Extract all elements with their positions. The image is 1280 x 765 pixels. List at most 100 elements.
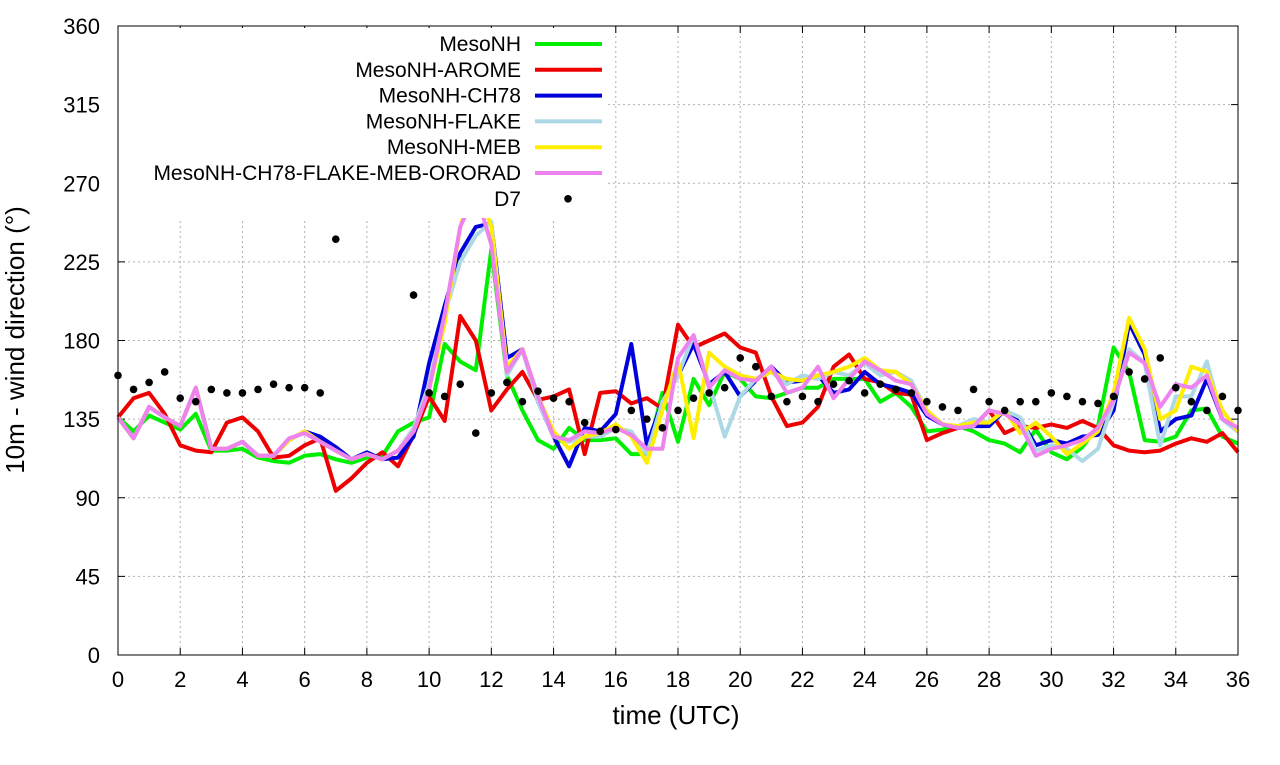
data-point-d7 — [207, 385, 216, 394]
y-tick-label: 315 — [63, 93, 100, 118]
y-tick-label: 360 — [63, 14, 100, 39]
data-point-d7 — [1109, 392, 1118, 401]
data-point-d7 — [985, 397, 993, 406]
data-point-d7 — [1031, 397, 1040, 406]
data-point-d7 — [658, 424, 667, 432]
data-point-d7 — [814, 397, 822, 406]
data-point-d7 — [627, 406, 636, 415]
legend-label-mesonh: MesoNH — [439, 33, 521, 56]
data-point-d7 — [471, 429, 480, 437]
legend-label-mesonh-flake: MesoNH-FLAKE — [366, 110, 521, 133]
data-point-d7 — [176, 394, 185, 402]
legend-label-mesonh-meb: MesoNH-MEB — [387, 136, 521, 159]
x-tick-label: 28 — [977, 667, 1001, 692]
data-point-d7 — [643, 415, 651, 423]
x-tick-label: 16 — [604, 667, 628, 692]
data-point-d7 — [891, 385, 900, 394]
data-point-d7 — [1000, 406, 1009, 415]
data-point-d7 — [736, 354, 745, 362]
data-point-d7 — [845, 376, 853, 385]
data-point-d7 — [751, 362, 760, 371]
data-point-d7 — [1125, 368, 1133, 376]
data-point-d7 — [876, 380, 885, 388]
x-tick-label: 4 — [236, 667, 248, 692]
data-point-d7 — [487, 389, 496, 397]
data-point-d7 — [1171, 383, 1180, 392]
data-point-d7 — [409, 291, 418, 299]
x-axis-title: time (UTC) — [612, 700, 739, 730]
data-point-d7 — [223, 389, 231, 397]
x-tick-label: 20 — [728, 667, 752, 692]
legend-label-mesonh-arome: MesoNH-AROME — [355, 59, 521, 82]
data-point-d7 — [829, 380, 838, 388]
data-point-d7 — [1063, 392, 1071, 401]
data-point-d7 — [1203, 406, 1211, 415]
data-point-d7 — [611, 425, 620, 434]
x-tick-label: 10 — [417, 667, 441, 692]
x-tick-label: 12 — [479, 667, 503, 692]
data-point-d7 — [720, 383, 729, 392]
x-tick-label: 22 — [790, 667, 814, 692]
x-tick-label: 8 — [361, 667, 373, 692]
series-lines — [116, 177, 1240, 493]
y-tick-label: 90 — [76, 486, 100, 511]
data-point-d7 — [503, 378, 511, 387]
x-tick-label: 18 — [666, 667, 690, 692]
legend-label-mesonh-ch78: MesoNH-CH78 — [379, 85, 521, 108]
x-tick-label: 26 — [915, 667, 939, 692]
data-point-d7 — [674, 406, 682, 415]
data-point-d7 — [1156, 354, 1165, 362]
series-line-mesonh-ch78 — [116, 221, 1240, 469]
data-point-d7 — [767, 392, 776, 401]
data-point-d7 — [1140, 375, 1149, 383]
data-point-d7 — [549, 394, 558, 402]
data-point-d7 — [456, 380, 465, 388]
y-tick-label: 45 — [76, 564, 100, 589]
data-point-d7 — [705, 389, 713, 397]
axis-ticks: 0 2 4 6 8 10 12 14 16 18 20 22 24 26 28 30 32 34 360459013… — [63, 14, 1250, 692]
data-point-d7 — [689, 394, 698, 402]
data-point-d7 — [1094, 399, 1102, 408]
data-point-d7 — [1016, 397, 1025, 406]
y-tick-label: 0 — [88, 643, 100, 668]
data-point-d7 — [254, 385, 262, 394]
data-point-d7 — [938, 403, 947, 411]
legend: MesoNH MesoNH-AROME MesoNH-CH78MesoNH-FLAK… — [104, 28, 608, 218]
data-point-d7 — [238, 389, 247, 397]
data-point-d7 — [269, 380, 278, 388]
y-tick-label: 135 — [63, 407, 100, 432]
data-point-d7 — [300, 383, 309, 392]
data-point-d7 — [145, 378, 153, 387]
data-point-d7 — [191, 397, 200, 406]
data-point-d7 — [907, 389, 916, 397]
x-tick-label: 6 — [299, 667, 311, 692]
y-tick-label: 180 — [63, 329, 100, 354]
data-point-d7 — [1047, 389, 1056, 397]
data-point-d7 — [160, 368, 169, 376]
data-point-d7 — [580, 418, 589, 427]
data-point-d7 — [425, 389, 433, 397]
y-tick-label: 270 — [63, 171, 100, 196]
data-point-d7 — [1187, 397, 1196, 406]
data-point-d7 — [518, 397, 527, 406]
x-tick-label: 2 — [174, 667, 186, 692]
y-axis-title: 10m - wind direction (°) — [0, 206, 30, 474]
data-point-d7 — [285, 383, 293, 392]
legend-label-mesonh-ch78-flake-meb-ororad: MesoNH-CH78-FLAKE-MEB-ORORAD — [153, 162, 521, 185]
x-tick-label: 34 — [1164, 667, 1188, 692]
data-point-d7 — [860, 389, 869, 397]
y-tick-label: 225 — [63, 250, 100, 275]
series-line-mesonh — [116, 247, 1239, 465]
x-tick-label: 0 — [112, 667, 124, 692]
data-point-d7 — [129, 385, 138, 394]
data-point-d7 — [798, 392, 807, 401]
data-point-d7 — [440, 392, 449, 401]
data-point-d7 — [783, 397, 791, 406]
x-tick-label: 24 — [852, 667, 876, 692]
data-point-d7 — [969, 385, 978, 394]
data-point-d7 — [316, 389, 325, 397]
observation-markers — [114, 174, 1242, 437]
legend-swatch-d7 — [564, 195, 572, 203]
